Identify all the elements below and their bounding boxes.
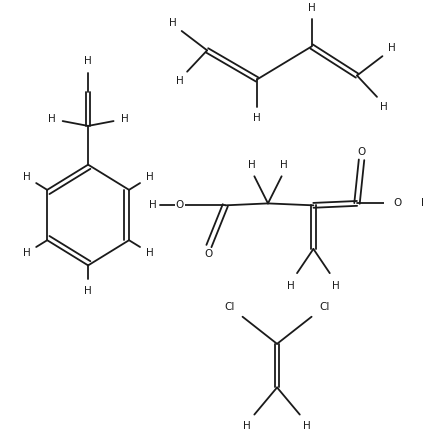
- Text: H: H: [169, 18, 176, 28]
- Text: H: H: [121, 114, 128, 124]
- Text: H: H: [308, 3, 316, 13]
- Text: H: H: [146, 172, 154, 182]
- Text: O: O: [357, 147, 365, 157]
- Text: H: H: [149, 200, 157, 210]
- Text: H: H: [380, 102, 388, 112]
- Text: H: H: [248, 160, 255, 169]
- Text: H: H: [421, 198, 423, 208]
- Text: Cl: Cl: [319, 302, 330, 312]
- Text: H: H: [280, 160, 288, 169]
- Text: H: H: [303, 421, 311, 429]
- Text: Cl: Cl: [225, 302, 235, 312]
- Text: H: H: [287, 281, 294, 291]
- Text: O: O: [205, 249, 213, 259]
- Text: H: H: [84, 56, 92, 66]
- Text: O: O: [176, 200, 184, 210]
- Text: H: H: [253, 113, 261, 123]
- Text: H: H: [387, 43, 396, 54]
- Text: H: H: [176, 76, 184, 86]
- Text: H: H: [23, 248, 30, 258]
- Text: H: H: [23, 172, 30, 182]
- Text: H: H: [146, 248, 154, 258]
- Text: H: H: [84, 286, 92, 296]
- Text: H: H: [243, 421, 251, 429]
- Text: H: H: [48, 114, 56, 124]
- Text: O: O: [394, 198, 402, 208]
- Text: H: H: [332, 281, 340, 291]
